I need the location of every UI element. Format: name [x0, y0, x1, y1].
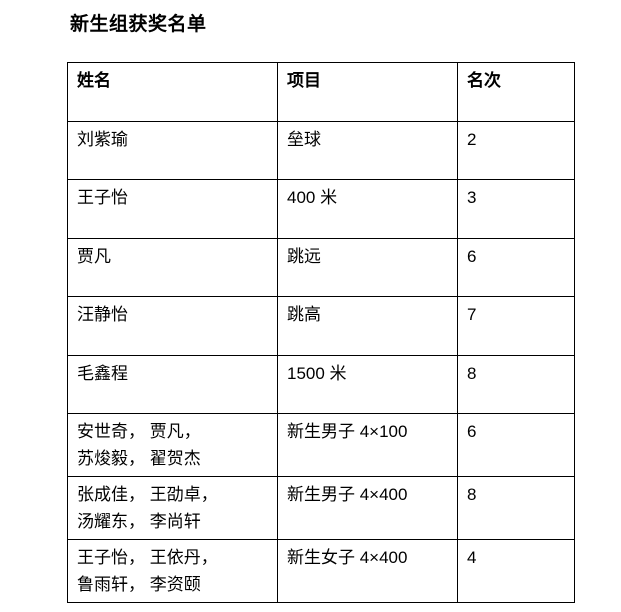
table-row: 毛鑫程 1500 米 8: [67, 354, 575, 414]
cell-rank: 6: [457, 237, 575, 297]
column-header-name: 姓名: [67, 62, 278, 122]
cell-event: 跳高: [277, 296, 458, 356]
table-row: 汪静怡 跳高 7: [67, 296, 575, 356]
cell-rank: 6: [457, 413, 575, 477]
cell-name: 贾凡: [67, 237, 278, 297]
awards-table: 姓名 项目 名次 刘紫瑜 垒球 2 王子怡 400 米 3 贾凡 跳远 6: [67, 62, 575, 603]
cell-event: 400 米: [277, 179, 458, 239]
document-title: 新生组获奖名单: [70, 14, 207, 35]
cell-rank: 4: [457, 539, 575, 603]
cell-event: 新生男子 4×100: [277, 413, 458, 477]
cell-event: 新生女子 4×400: [277, 539, 458, 603]
column-header-rank: 名次: [457, 62, 575, 122]
table-row: 安世奇， 贾凡， 苏焌毅， 翟贺杰 新生男子 4×100 6: [67, 413, 575, 477]
cell-event: 1500 米: [277, 354, 458, 414]
cell-name: 毛鑫程: [67, 354, 278, 414]
table-row: 贾凡 跳远 6: [67, 237, 575, 297]
table-row: 张成佳， 王劭卓， 汤耀东， 李尚轩 新生男子 4×400 8: [67, 476, 575, 540]
table-row: 王子怡 400 米 3: [67, 179, 575, 239]
cell-name: 张成佳， 王劭卓， 汤耀东， 李尚轩: [67, 476, 278, 540]
cell-name: 王子怡: [67, 179, 278, 239]
cell-event: 新生男子 4×400: [277, 476, 458, 540]
cell-rank: 3: [457, 179, 575, 239]
cell-name: 王子怡， 王依丹， 鲁雨轩， 李资颐: [67, 539, 278, 603]
cell-event: 跳远: [277, 237, 458, 297]
cell-rank: 8: [457, 476, 575, 540]
table-row: 刘紫瑜 垒球 2: [67, 120, 575, 180]
column-header-event: 项目: [277, 62, 458, 122]
cell-name: 刘紫瑜: [67, 120, 278, 180]
cell-rank: 8: [457, 354, 575, 414]
cell-name: 汪静怡: [67, 296, 278, 356]
table-header-row: 姓名 项目 名次: [67, 62, 575, 122]
cell-event: 垒球: [277, 120, 458, 180]
cell-rank: 2: [457, 120, 575, 180]
cell-rank: 7: [457, 296, 575, 356]
table-row: 王子怡， 王依丹， 鲁雨轩， 李资颐 新生女子 4×400 4: [67, 539, 575, 603]
cell-name: 安世奇， 贾凡， 苏焌毅， 翟贺杰: [67, 413, 278, 477]
